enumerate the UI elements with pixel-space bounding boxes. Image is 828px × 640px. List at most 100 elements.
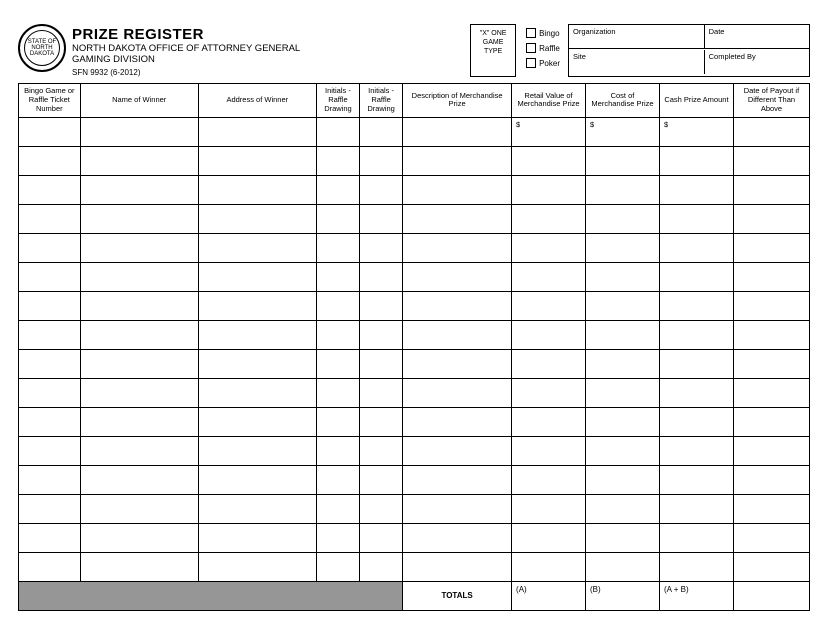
table-cell[interactable] [659, 378, 733, 407]
table-cell[interactable] [316, 233, 359, 262]
game-type-poker[interactable]: Poker [526, 58, 560, 68]
table-cell[interactable] [733, 175, 809, 204]
table-cell[interactable] [360, 262, 403, 291]
table-cell[interactable] [19, 523, 81, 552]
checkbox-icon[interactable] [526, 43, 536, 53]
table-cell[interactable] [733, 291, 809, 320]
table-cell[interactable] [733, 465, 809, 494]
table-cell[interactable] [512, 552, 586, 581]
table-cell[interactable] [198, 146, 316, 175]
table-cell[interactable] [198, 204, 316, 233]
table-cell[interactable] [733, 523, 809, 552]
table-cell[interactable] [316, 175, 359, 204]
table-cell[interactable] [659, 436, 733, 465]
table-cell[interactable] [198, 378, 316, 407]
table-cell[interactable] [316, 204, 359, 233]
table-cell[interactable] [198, 436, 316, 465]
totals-a[interactable]: (A) [512, 581, 586, 610]
table-cell[interactable] [733, 320, 809, 349]
table-cell[interactable] [19, 552, 81, 581]
table-cell[interactable] [512, 262, 586, 291]
table-cell[interactable] [403, 146, 512, 175]
table-cell[interactable] [360, 117, 403, 146]
table-cell[interactable] [19, 291, 81, 320]
table-cell[interactable] [80, 233, 198, 262]
table-cell[interactable] [659, 523, 733, 552]
table-cell[interactable] [659, 465, 733, 494]
table-cell[interactable] [198, 407, 316, 436]
table-cell[interactable] [659, 146, 733, 175]
table-cell[interactable] [360, 320, 403, 349]
table-cell[interactable] [19, 233, 81, 262]
table-cell[interactable] [403, 552, 512, 581]
table-cell[interactable] [316, 523, 359, 552]
date-field[interactable]: Date [705, 25, 809, 49]
table-cell[interactable] [586, 204, 660, 233]
table-cell[interactable] [80, 146, 198, 175]
table-cell[interactable] [360, 465, 403, 494]
table-cell[interactable] [512, 436, 586, 465]
table-cell[interactable] [659, 494, 733, 523]
table-cell[interactable] [316, 291, 359, 320]
table-cell[interactable] [659, 262, 733, 291]
table-cell[interactable] [316, 465, 359, 494]
table-cell[interactable] [512, 175, 586, 204]
table-cell[interactable] [80, 407, 198, 436]
table-cell[interactable] [586, 175, 660, 204]
table-cell[interactable] [360, 378, 403, 407]
table-cell[interactable] [360, 436, 403, 465]
table-cell[interactable] [733, 436, 809, 465]
table-cell[interactable] [586, 233, 660, 262]
table-cell[interactable] [80, 117, 198, 146]
table-cell[interactable] [19, 436, 81, 465]
table-cell[interactable] [80, 291, 198, 320]
table-cell[interactable] [360, 146, 403, 175]
table-cell[interactable] [198, 291, 316, 320]
table-cell[interactable] [198, 175, 316, 204]
table-cell[interactable] [80, 320, 198, 349]
table-cell[interactable] [403, 349, 512, 378]
table-cell[interactable] [80, 436, 198, 465]
table-cell[interactable] [360, 523, 403, 552]
table-cell[interactable] [403, 465, 512, 494]
table-cell[interactable] [659, 320, 733, 349]
table-cell[interactable] [512, 523, 586, 552]
table-cell[interactable] [403, 407, 512, 436]
table-cell[interactable] [403, 175, 512, 204]
table-cell[interactable] [198, 552, 316, 581]
table-cell[interactable] [360, 204, 403, 233]
table-cell[interactable] [512, 349, 586, 378]
table-cell[interactable] [512, 407, 586, 436]
table-cell[interactable] [316, 436, 359, 465]
table-cell[interactable] [80, 204, 198, 233]
game-type-bingo[interactable]: Bingo [526, 28, 560, 38]
table-cell[interactable] [512, 378, 586, 407]
table-cell[interactable] [80, 465, 198, 494]
table-cell[interactable] [80, 262, 198, 291]
table-cell[interactable] [586, 349, 660, 378]
table-cell[interactable] [80, 494, 198, 523]
table-cell[interactable] [512, 320, 586, 349]
table-cell[interactable] [198, 262, 316, 291]
table-cell[interactable] [733, 204, 809, 233]
table-cell[interactable] [403, 117, 512, 146]
table-cell[interactable] [80, 378, 198, 407]
checkbox-icon[interactable] [526, 28, 536, 38]
table-cell[interactable]: $ [512, 117, 586, 146]
table-cell[interactable] [403, 523, 512, 552]
table-cell[interactable] [512, 465, 586, 494]
table-cell[interactable] [586, 146, 660, 175]
table-cell[interactable] [198, 117, 316, 146]
table-cell[interactable] [316, 552, 359, 581]
table-cell[interactable] [659, 233, 733, 262]
table-cell[interactable] [659, 175, 733, 204]
table-cell[interactable] [360, 291, 403, 320]
table-cell[interactable] [659, 552, 733, 581]
table-cell[interactable] [80, 349, 198, 378]
table-cell[interactable] [733, 117, 809, 146]
table-cell[interactable] [403, 320, 512, 349]
table-cell[interactable] [19, 262, 81, 291]
table-cell[interactable] [360, 349, 403, 378]
table-cell[interactable] [19, 146, 81, 175]
table-cell[interactable] [733, 407, 809, 436]
